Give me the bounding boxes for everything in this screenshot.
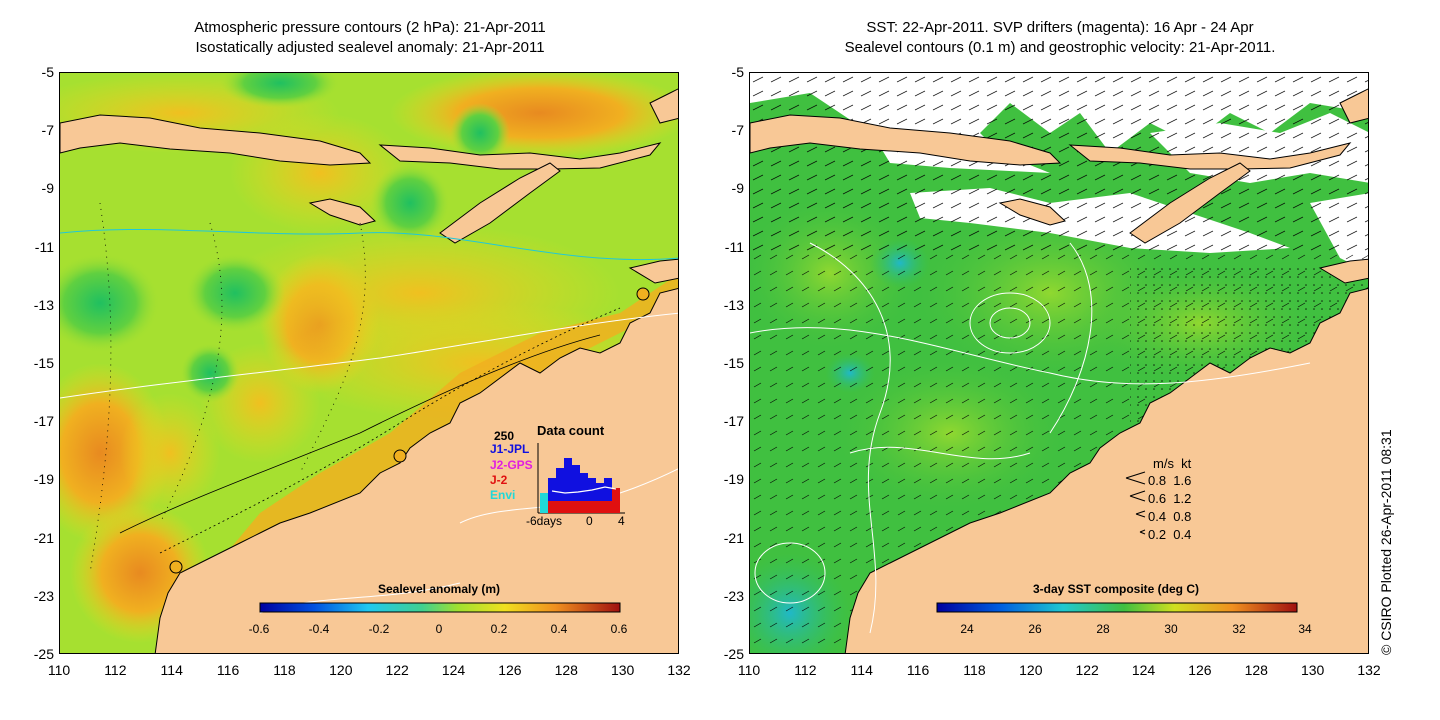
- left-title-line1: Atmospheric pressure contours (2 hPa): 2…: [194, 19, 546, 36]
- sealevel-map-graphic: [60, 73, 678, 653]
- x-tick-label: 124: [441, 662, 466, 678]
- y-tick-label: -17: [33, 413, 54, 430]
- x-tick-label: 112: [794, 662, 817, 678]
- inset-mission-envi: Envi: [490, 488, 516, 502]
- y-tick-label: -11: [34, 238, 54, 255]
- right-title-line2: Sealevel contours (0.1 m) and geostrophi…: [844, 39, 1276, 56]
- x-tick-label: 110: [47, 662, 71, 678]
- velocity-legend-row: 0.2 0.4: [1148, 527, 1192, 542]
- y-tick-label: -23: [33, 587, 54, 604]
- right-title-line1: SST: 22-Apr-2011. SVP drifters (magenta)…: [866, 19, 1254, 36]
- right-map-title: SST: 22-Apr-2011. SVP drifters (magenta)…: [750, 18, 1370, 58]
- sst-tick: 26: [1028, 622, 1042, 636]
- plot-credit: © CSIRO Plotted 26-Apr-2011 08:31: [1378, 429, 1394, 655]
- sealevel-tick: -0.2: [368, 622, 390, 636]
- x-tick-label: 110: [737, 662, 761, 678]
- velocity-legend-header: m/s kt: [1153, 456, 1192, 471]
- sealevel-tick: 0: [435, 622, 443, 636]
- inset-mission-j1: J1-JPL: [490, 442, 530, 456]
- x-tick-label: 114: [850, 662, 873, 678]
- inset-mission-j2: J-2: [490, 473, 508, 487]
- x-tick-label: 118: [963, 662, 986, 678]
- x-tick-label: 120: [329, 662, 353, 678]
- y-tick-label: -19: [723, 471, 744, 488]
- sealevel-tick: 0.6: [610, 622, 628, 636]
- sealevel-colorbar-label: Sealevel anomaly (m): [377, 582, 501, 596]
- y-tick-label: -5: [41, 64, 54, 80]
- inset-xlabel-start: -6days: [526, 514, 563, 528]
- velocity-legend-row: 0.8 1.6: [1148, 473, 1192, 488]
- x-tick-label: 128: [1244, 662, 1268, 678]
- y-tick-label: -17: [723, 413, 744, 430]
- sealevel-tick: -0.4: [308, 622, 330, 636]
- y-tick-label: -21: [723, 529, 744, 546]
- y-tick-label: -5: [731, 64, 744, 80]
- inset-title: Data count: [537, 423, 605, 438]
- x-tick-label: 128: [554, 662, 578, 678]
- sst-tick: 24: [960, 622, 974, 636]
- y-tick-label: -9: [731, 180, 744, 197]
- sealevel-tick: 0.4: [550, 622, 568, 636]
- y-tick-label: -7: [731, 122, 744, 139]
- y-tick-label: -15: [33, 355, 54, 371]
- left-title-line2: Isostatically adjusted sealevel anomaly:…: [195, 39, 545, 56]
- inset-mission-j2gps: J2-GPS: [490, 458, 533, 472]
- sst-map-graphic: [750, 73, 1368, 653]
- sst-colorbar-label: 3-day SST composite (deg C): [1032, 582, 1200, 596]
- y-tick-label: -19: [33, 471, 54, 488]
- y-tick-label: -15: [723, 355, 744, 371]
- x-tick-label: 116: [216, 662, 240, 678]
- left-map-title: Atmospheric pressure contours (2 hPa): 2…: [60, 18, 680, 58]
- y-tick-label: -25: [723, 646, 744, 662]
- sst-tick: 34: [1298, 622, 1312, 636]
- x-tick-label: 130: [610, 662, 635, 678]
- x-tick-label: 132: [1357, 662, 1381, 678]
- x-tick-label: 116: [906, 662, 930, 678]
- sst-tick: 30: [1164, 622, 1178, 636]
- inset-xlabel-end: 4: [618, 514, 625, 528]
- sealevel-tick: 0.2: [490, 622, 508, 636]
- sealevel-anomaly-map: [59, 72, 679, 654]
- y-tick-label: -13: [33, 296, 54, 313]
- velocity-legend-row: 0.6 1.2: [1148, 491, 1192, 506]
- inset-xlabel-zero: 0: [586, 514, 593, 528]
- x-tick-label: 118: [273, 662, 296, 678]
- sst-map: [749, 72, 1369, 654]
- sst-tick: 32: [1232, 622, 1246, 636]
- inset-max-count: 250: [494, 429, 515, 443]
- x-tick-label: 122: [1075, 662, 1099, 678]
- y-tick-label: -23: [723, 587, 744, 604]
- y-tick-label: -21: [33, 529, 54, 546]
- y-tick-label: -7: [41, 122, 54, 139]
- y-tick-label: -25: [33, 646, 54, 662]
- x-tick-label: 126: [498, 662, 522, 678]
- x-tick-label: 120: [1019, 662, 1043, 678]
- sst-tick: 28: [1096, 622, 1110, 636]
- sealevel-tick: -0.6: [248, 622, 270, 636]
- y-tick-label: -9: [41, 180, 54, 197]
- velocity-legend-row: 0.4 0.8: [1148, 509, 1192, 524]
- x-tick-label: 132: [667, 662, 691, 678]
- x-tick-label: 124: [1131, 662, 1156, 678]
- y-tick-label: -13: [723, 296, 744, 313]
- x-tick-label: 114: [160, 662, 183, 678]
- y-tick-label: -11: [724, 238, 744, 255]
- x-tick-label: 122: [385, 662, 409, 678]
- x-tick-label: 126: [1188, 662, 1212, 678]
- x-tick-label: 112: [104, 662, 127, 678]
- x-tick-label: 130: [1300, 662, 1325, 678]
